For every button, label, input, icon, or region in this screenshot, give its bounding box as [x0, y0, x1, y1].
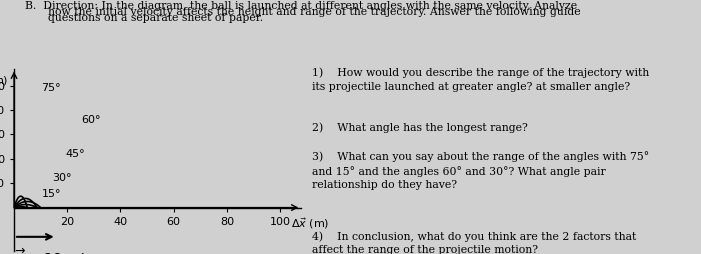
Text: 4)    In conclusion, what do you think are the 2 factors that
affect the range o: 4) In conclusion, what do you think are …: [312, 231, 637, 254]
Text: 1)    How would you describe the range of the trajectory with
its projectile lau: 1) How would you describe the range of t…: [312, 68, 649, 92]
Text: 60°: 60°: [81, 115, 101, 125]
Text: 75°: 75°: [41, 83, 61, 93]
Text: 3)    What can you say about the range of the angles with 75°
and 15° and the an: 3) What can you say about the range of t…: [312, 152, 649, 190]
Text: $\Delta\vec{x}$ (m): $\Delta\vec{x}$ (m): [291, 216, 329, 231]
Text: 15°: 15°: [41, 189, 61, 199]
Text: 30°: 30°: [52, 173, 72, 183]
Text: 45°: 45°: [65, 149, 85, 159]
Text: 2)    What angle has the longest range?: 2) What angle has the longest range?: [312, 122, 528, 133]
Text: questions on a separate sheet of paper.: questions on a separate sheet of paper.: [48, 13, 263, 23]
Text: how the initial velocity affects the height and range of the trajectory. Answer : how the initial velocity affects the hei…: [48, 7, 580, 17]
Text: B.  Direction: In the diagram, the ball is launched at different angles with the: B. Direction: In the diagram, the ball i…: [25, 1, 577, 11]
Text: $\overrightarrow{v_i}$ = 10 m/s: $\overrightarrow{v_i}$ = 10 m/s: [14, 247, 92, 254]
Text: $\Delta\vec{y}$ (m): $\Delta\vec{y}$ (m): [0, 73, 8, 89]
